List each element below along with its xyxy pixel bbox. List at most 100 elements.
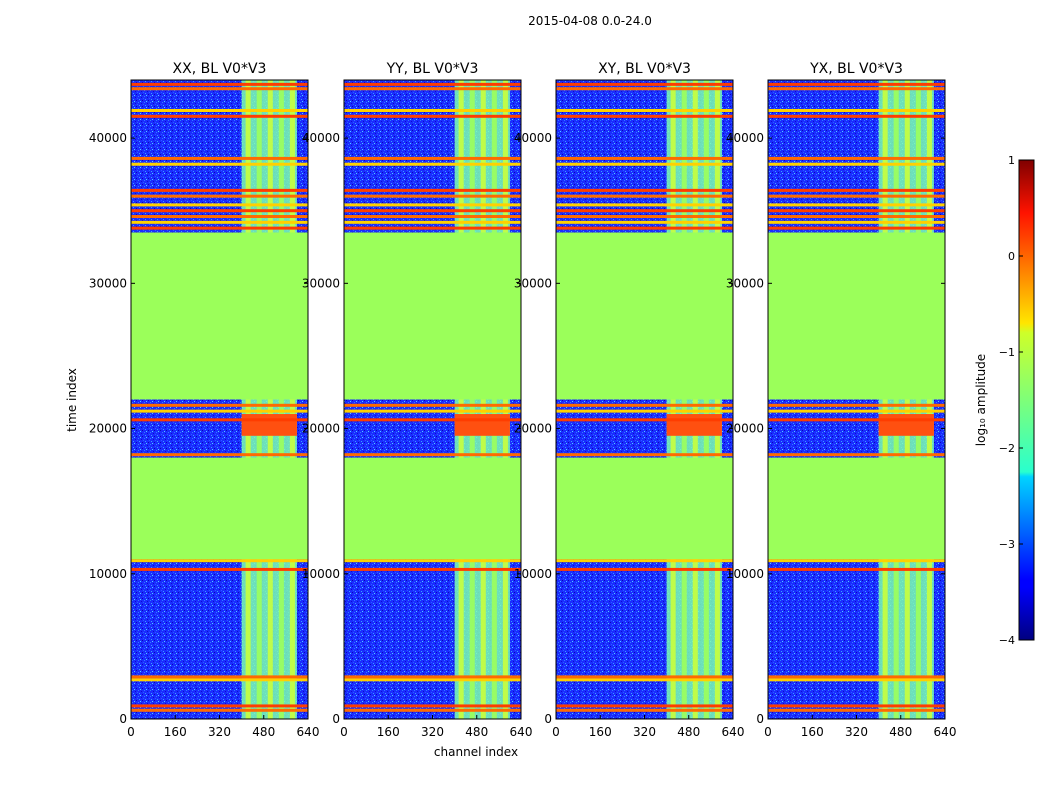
flagged-row: [131, 87, 308, 91]
flagged-row: [344, 559, 521, 563]
flagged-row: [556, 220, 733, 224]
y-tick-label: 20000: [726, 422, 764, 436]
panel-title: YX, BL V0*V3: [809, 61, 903, 77]
flagged-row: [344, 567, 521, 571]
flagged-row: [768, 675, 945, 679]
flagged-row: [556, 453, 733, 457]
flagged-row: [768, 220, 945, 224]
flagged-row: [131, 114, 308, 118]
flagged-row: [556, 108, 733, 112]
y-tick-label: 10000: [726, 567, 764, 581]
flagged-row: [556, 209, 733, 213]
flagged-row: [344, 675, 521, 679]
flagged-row: [768, 82, 945, 86]
flagged-row: [556, 403, 733, 407]
flagged-row: [131, 559, 308, 563]
x-tick-label: 320: [208, 725, 231, 739]
flagged-row: [344, 162, 521, 166]
flagged-row: [131, 708, 308, 712]
flagged-row: [556, 194, 733, 198]
flagged-row: [344, 678, 521, 682]
flagged-block: [556, 232, 733, 400]
colorbar-tick-label: −2: [999, 442, 1015, 455]
flagged-row: [556, 708, 733, 712]
flagged-row: [344, 453, 521, 457]
x-tick-label: 0: [340, 725, 348, 739]
x-tick-label: 0: [127, 725, 135, 739]
flagged-row: [768, 209, 945, 213]
colorbar-tick-label: −4: [999, 634, 1015, 647]
y-tick-label: 30000: [726, 276, 764, 290]
flagged-row: [768, 226, 945, 230]
x-tick-label: 160: [801, 725, 824, 739]
flagged-row: [344, 82, 521, 86]
y-tick-label: 0: [756, 712, 764, 726]
flagged-row: [556, 162, 733, 166]
flagged-row: [344, 203, 521, 207]
flagged-row: [768, 567, 945, 571]
x-tick-label: 640: [934, 725, 957, 739]
flagged-block: [556, 457, 733, 560]
x-tick-label: 480: [889, 725, 912, 739]
flagged-block: [131, 232, 308, 400]
flagged-row: [768, 108, 945, 112]
flagged-row: [344, 708, 521, 712]
x-tick-label: 320: [421, 725, 444, 739]
flagged-block: [768, 457, 945, 560]
flagged-row: [556, 203, 733, 207]
flagged-row: [131, 678, 308, 682]
y-tick-label: 30000: [514, 276, 552, 290]
high-amplitude-region: [878, 414, 934, 436]
flagged-row: [131, 194, 308, 198]
y-tick-label: 20000: [514, 422, 552, 436]
flagged-row: [344, 215, 521, 219]
flagged-row: [556, 215, 733, 219]
figure-suptitle: 2015-04-08 0.0-24.0: [528, 14, 652, 28]
flagged-row: [768, 203, 945, 207]
x-tick-label: 160: [589, 725, 612, 739]
y-tick-label: 10000: [514, 567, 552, 581]
high-amplitude-region: [666, 414, 722, 436]
flagged-row: [344, 194, 521, 198]
flagged-row: [131, 403, 308, 407]
y-tick-label: 20000: [302, 422, 340, 436]
y-tick-label: 40000: [89, 131, 127, 145]
flagged-row: [768, 678, 945, 682]
flagged-row: [131, 162, 308, 166]
flagged-block: [131, 457, 308, 560]
y-tick-label: 10000: [302, 567, 340, 581]
y-tick-label: 40000: [302, 131, 340, 145]
y-tick-label: 20000: [89, 422, 127, 436]
heatmap-panel: YX, BL V0*V3 0 160 320 480 640 0 10000 20000 3000…: [726, 61, 957, 739]
flagged-row: [556, 226, 733, 230]
flagged-row: [344, 108, 521, 112]
flagged-row: [556, 675, 733, 679]
flagged-row: [768, 114, 945, 118]
flagged-row: [556, 559, 733, 563]
flagged-block: [768, 232, 945, 400]
colorbar-tick-label: −3: [999, 538, 1015, 551]
flagged-row: [556, 87, 733, 91]
colorbar-label: log₁₀ amplitude: [974, 354, 988, 446]
flagged-row: [131, 567, 308, 571]
high-amplitude-region: [241, 414, 297, 436]
flagged-row: [768, 162, 945, 166]
flagged-row: [768, 215, 945, 219]
panel-title: XX, BL V0*V3: [173, 61, 267, 77]
flagged-row: [768, 156, 945, 160]
flagged-row: [131, 108, 308, 112]
y-axis-label: time index: [65, 368, 79, 432]
x-axis-label: channel index: [434, 745, 518, 759]
flagged-row: [556, 156, 733, 160]
flagged-row: [131, 226, 308, 230]
flagged-row: [344, 403, 521, 407]
panel-title: XY, BL V0*V3: [598, 61, 691, 77]
colorbar-tick-label: 0: [1008, 250, 1015, 263]
flagged-row: [131, 704, 308, 708]
flagged-row: [344, 114, 521, 118]
flagged-row: [344, 209, 521, 213]
flagged-row: [768, 559, 945, 563]
x-tick-label: 160: [164, 725, 187, 739]
flagged-row: [131, 409, 308, 413]
